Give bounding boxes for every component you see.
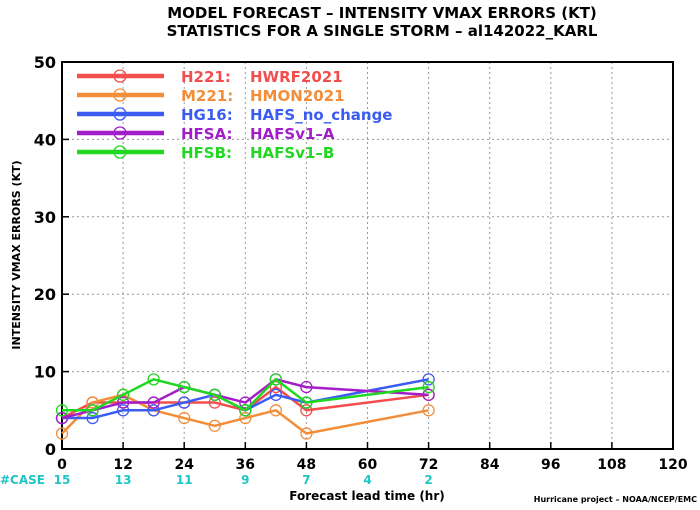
x-tick-label: 84 (480, 457, 500, 473)
y-tick-label: 50 (34, 53, 56, 72)
data-point (86, 396, 99, 409)
data-point (116, 388, 130, 401)
data-point (239, 411, 252, 425)
legend-item: HG16: HAFS_no_change (77, 106, 392, 124)
x-axis-ticks: 0 12 24 36 48 60 72 84 96 108 120 (57, 442, 688, 473)
data-point (269, 404, 283, 417)
data-point (178, 411, 191, 425)
series-line (62, 378, 429, 420)
data-point (300, 380, 313, 394)
data-point (147, 396, 160, 409)
y-tick-label: 20 (34, 285, 56, 304)
legend-item: M221: HMON2021 (77, 87, 345, 105)
legend-item: HFSB: HAFSv1–B (77, 144, 334, 162)
case-count: 4 (363, 473, 371, 487)
legend-item: HFSA: HAFSv1–A (77, 125, 335, 143)
legend-series-code: HG16: (181, 106, 233, 124)
y-tick-label: 40 (34, 130, 56, 149)
x-tick-label: 48 (297, 457, 316, 473)
chart-subtitle: STATISTICS FOR A SINGLE STORM – al142022… (167, 22, 598, 40)
x-tick-label: 36 (236, 457, 255, 473)
data-point (422, 388, 435, 401)
data-point (422, 373, 435, 386)
legend-swatch-marker (113, 107, 127, 121)
legend-series-code: H221: (181, 68, 231, 86)
x-tick-label: 24 (174, 457, 194, 473)
case-count: 13 (115, 473, 132, 487)
chart-title: MODEL FORECAST – INTENSITY VMAX ERRORS (… (167, 4, 597, 22)
data-point (300, 396, 313, 409)
legend-series-code: HFSB: (181, 144, 232, 162)
case-count: 9 (241, 473, 249, 487)
legend-series-label: HAFS_no_change (250, 106, 392, 124)
y-tick-label: 0 (45, 440, 56, 459)
legend-swatch-marker (113, 145, 127, 159)
data-point (422, 380, 435, 394)
data-point (300, 427, 313, 440)
legend-swatch-marker (113, 88, 127, 102)
series-line (62, 377, 429, 412)
legend-swatch-marker (113, 69, 127, 83)
data-point (208, 419, 221, 432)
data-point (422, 404, 435, 417)
grid (62, 62, 673, 449)
x-tick-label: 72 (419, 457, 438, 473)
data-point (147, 373, 160, 386)
data-point (86, 411, 99, 425)
credit-text: Hurricane project – NOAA/NCEP/EMC (534, 495, 697, 504)
x-tick-label: 108 (597, 457, 626, 473)
x-axis-label: Forecast lead time (hr) (289, 489, 445, 503)
x-tick-label: 0 (57, 457, 67, 473)
data-point (147, 404, 160, 417)
data-point (178, 380, 191, 394)
data-point (116, 404, 130, 417)
data-point (55, 404, 69, 417)
series-line (61, 393, 429, 435)
x-tick-label: 12 (113, 457, 132, 473)
data-point (269, 373, 283, 386)
y-tick-label: 10 (34, 363, 56, 382)
series-group (55, 373, 435, 440)
legend-series-label: HAFSv1–A (250, 125, 335, 143)
legend-series-label: HWRF2021 (250, 68, 343, 86)
legend-series-code: M221: (181, 87, 233, 105)
data-point (208, 396, 221, 409)
data-point (239, 396, 252, 409)
case-count: 15 (54, 473, 71, 487)
data-point (55, 427, 69, 440)
y-tick-label: 30 (34, 208, 56, 227)
data-point (300, 404, 313, 417)
data-point (178, 396, 191, 409)
data-point (269, 388, 283, 401)
y-axis-ticks: 0 10 20 30 40 50 (34, 53, 69, 459)
data-point (55, 411, 69, 425)
legend-series-label: HAFSv1–B (250, 144, 334, 162)
y-axis-label: INTENSITY VMAX ERRORS (KT) (10, 160, 23, 349)
case-counts: 15 13 11 9 7 4 2 (54, 473, 433, 487)
case-count: 7 (302, 473, 310, 487)
x-tick-label: 96 (541, 457, 560, 473)
data-point (86, 404, 99, 417)
legend: H221: HWRF2021 M221: HMON2021 HG16: HAFS_no_c… (77, 68, 392, 162)
data-point (239, 404, 252, 417)
legend-series-code: HFSA: (181, 125, 233, 143)
legend-item: H221: HWRF2021 (77, 68, 343, 86)
data-point (116, 396, 130, 409)
data-point (269, 380, 283, 394)
x-tick-label: 60 (358, 457, 378, 473)
case-count: 2 (424, 473, 432, 487)
legend-series-label: HMON2021 (250, 87, 345, 105)
case-count: 11 (176, 473, 193, 487)
x-tick-label: 120 (658, 457, 687, 473)
data-point (208, 388, 221, 401)
case-label: #CASE (0, 473, 45, 487)
series-4 (55, 373, 435, 417)
legend-swatch-marker (113, 126, 127, 140)
